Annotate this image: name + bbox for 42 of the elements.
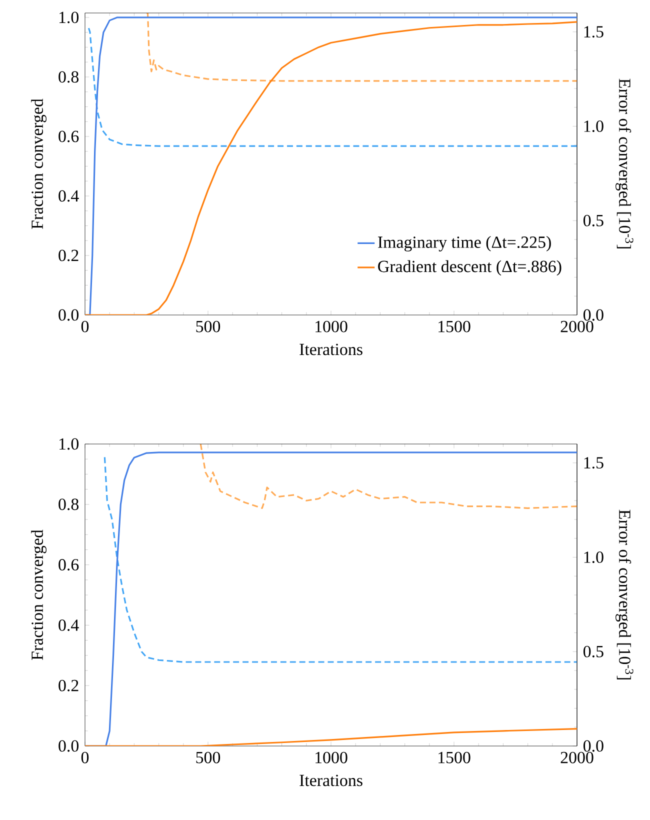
x-tick-label: 1000 — [316, 752, 348, 764]
y-tick-label: 0.2 — [58, 250, 78, 262]
y-tick-label: 0.0 — [58, 740, 79, 752]
y-tick-label: 0.4 — [58, 190, 79, 202]
y-tick-label: 0.0 — [58, 309, 79, 321]
x-axis-title: Iterations — [300, 774, 362, 786]
x-tick-label: 1500 — [438, 320, 470, 332]
x-tick-label: 1000 — [316, 320, 348, 332]
y2-tick-label: 1.0 — [584, 120, 604, 132]
legend-label: Imaginary time (Δt=.225) — [378, 236, 551, 252]
x-tick-label: 0 — [81, 320, 89, 332]
y2-tick-label: 1.0 — [584, 551, 604, 563]
y-tick-label: 0.6 — [58, 559, 79, 571]
legend-label: Gradient descent (Δt=.886) — [378, 260, 562, 276]
y2-tick-label: 1.5 — [584, 457, 604, 469]
y-tick-label: 0.6 — [58, 130, 79, 142]
line-series — [88, 27, 578, 147]
x-tick-label: 0 — [81, 752, 89, 764]
x-tick-label: 1500 — [438, 752, 470, 764]
y-tick-label: 0.8 — [58, 71, 79, 83]
y2-tick-label: 0.0 — [583, 309, 604, 321]
x-tick-label: 500 — [196, 752, 220, 764]
y-axis-title: Fraction converged — [31, 530, 46, 660]
y2-tick-label: 0.5 — [583, 646, 604, 658]
y-tick-label: 1.0 — [59, 12, 79, 24]
line-series — [85, 728, 578, 746]
line-series — [104, 456, 578, 663]
y2-tick-label: 0.0 — [583, 740, 604, 752]
y2-tick-label: 0.5 — [583, 214, 604, 226]
x-tick-label: 2000 — [560, 752, 594, 764]
x-tick-label: 2000 — [560, 320, 594, 332]
y2-tick-label: 1.5 — [584, 26, 604, 38]
y2-axis-title: Error of converged [10$^{-3}$] — [616, 510, 634, 680]
y2-axis-title: Error of converged [10$^{-3}$] — [616, 78, 634, 248]
x-axis-title: Iterations — [300, 344, 362, 356]
y-axis-title: Fraction converged — [31, 98, 46, 229]
y-tick-label: 1.0 — [59, 438, 79, 450]
line-series — [200, 444, 578, 509]
y-tick-label: 0.2 — [58, 680, 78, 692]
y-tick-label: 0.4 — [58, 619, 79, 631]
x-tick-label: 500 — [196, 320, 220, 332]
y-tick-label: 0.8 — [58, 498, 79, 510]
